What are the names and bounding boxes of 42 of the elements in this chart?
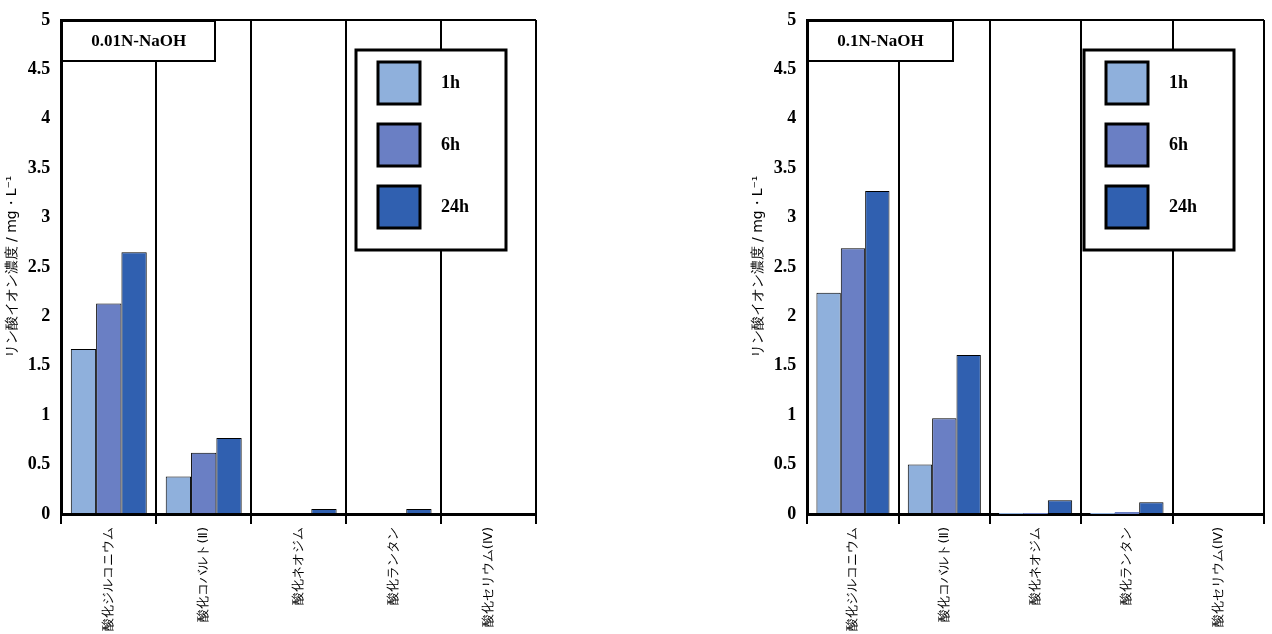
y-tick-label: 2 xyxy=(41,305,51,326)
y-axis-title: リン酸イオン濃度 / mg・L⁻¹ xyxy=(3,175,20,359)
y-tick-label: 0 xyxy=(787,502,797,523)
x-tick-label: 酸化セリウム(Ⅳ) xyxy=(1209,527,1225,628)
x-tick-label: 酸化ランタン xyxy=(384,527,400,605)
y-tick-label: 2.5 xyxy=(773,255,797,276)
y-tick-label: 4 xyxy=(787,107,797,128)
y-tick-label: 0 xyxy=(41,502,51,523)
x-tick-label: 酸化セリウム(Ⅳ) xyxy=(479,527,495,628)
y-tick-label: 5 xyxy=(41,8,51,29)
y-tick-label: 1 xyxy=(787,403,797,424)
title-box: 0.01N-NaOH xyxy=(61,20,217,62)
y-axis-title: リン酸イオン濃度 / mg・L⁻¹ xyxy=(749,175,766,359)
title-box: 0.1N-NaOH xyxy=(807,20,954,62)
legend-label: 24h xyxy=(441,195,470,216)
legend-label: 24h xyxy=(1169,195,1198,216)
y-tick-label: 0.5 xyxy=(773,453,797,474)
y-tick-label: 3 xyxy=(787,206,797,227)
y-tick-label: 1 xyxy=(41,403,51,424)
y-tick-label: 3.5 xyxy=(773,156,797,177)
y-tick-label: 3.5 xyxy=(27,156,51,177)
x-tick-label: 酸化ジルコニウム xyxy=(100,527,116,631)
x-tick-label: 酸化ネオジム xyxy=(1027,527,1043,605)
y-tick-label: 1.5 xyxy=(27,354,51,375)
legend-label: 1h xyxy=(1169,71,1189,92)
legend-label: 6h xyxy=(1169,133,1189,154)
x-tick-label: 酸化コバルト(Ⅱ) xyxy=(195,527,211,622)
y-tick-label: 4 xyxy=(41,107,51,128)
y-tick-label: 2.5 xyxy=(27,255,51,276)
y-tick-label: 2 xyxy=(787,305,797,326)
legend-label: 6h xyxy=(441,133,461,154)
y-tick-label: 3 xyxy=(41,206,51,227)
y-tick-label: 0.5 xyxy=(27,453,51,474)
x-tick-label: 酸化ランタン xyxy=(1118,527,1134,605)
x-tick-label: 酸化ジルコニウム xyxy=(844,527,860,631)
y-tick-label: 4.5 xyxy=(773,58,797,79)
x-tick-label: 酸化ネオジム xyxy=(290,527,306,605)
y-tick-label: 5 xyxy=(787,8,797,29)
y-tick-label: 4.5 xyxy=(27,58,51,79)
x-tick-label: 酸化コバルト(Ⅱ) xyxy=(935,527,951,622)
y-tick-label: 1.5 xyxy=(773,354,797,375)
legend-label: 1h xyxy=(441,71,461,92)
